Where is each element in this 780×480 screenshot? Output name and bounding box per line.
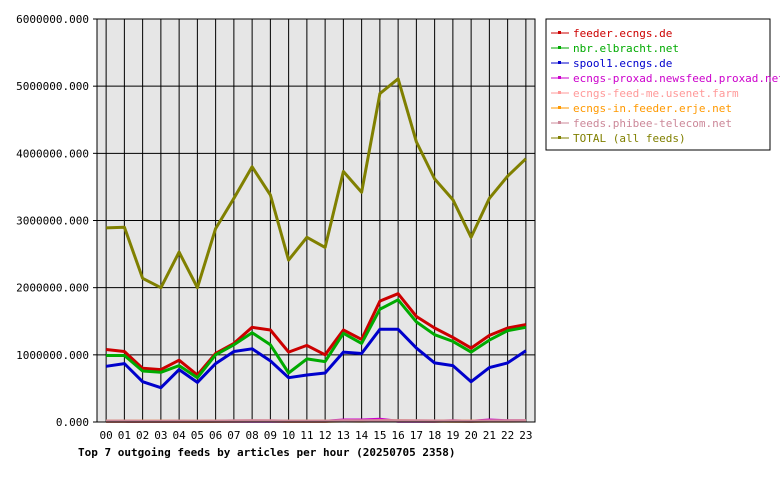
legend-marker — [558, 61, 561, 64]
legend-marker — [558, 46, 561, 49]
series-line-1 — [106, 298, 527, 380]
legend-marker — [558, 76, 561, 79]
legend-box — [545, 18, 771, 151]
legend-label: spool1.ecngs.de — [573, 57, 672, 70]
x-tick-label: 15 — [373, 429, 386, 442]
y-tick-label: 3000000.000 — [16, 215, 89, 228]
x-tick-label: 08 — [246, 429, 259, 442]
x-tick-label: 12 — [319, 429, 332, 442]
legend: feeder.ecngs.de nbr.elbracht.net spool1.ec… — [545, 18, 780, 151]
y-axis-ticks: 0.000 1000000.000 2000000.000 3000000.000 40… — [16, 13, 97, 429]
legend-marker — [558, 136, 561, 139]
plot-border — [96, 18, 536, 423]
legend-label: nbr.elbracht.net — [573, 42, 679, 55]
legend-label: feeder.ecngs.de — [573, 27, 672, 40]
y-tick-label: 0.000 — [56, 416, 89, 429]
legend-marker — [558, 106, 561, 109]
x-tick-label: 23 — [519, 429, 532, 442]
series-line-7 — [106, 77, 527, 290]
x-tick-label: 05 — [191, 429, 204, 442]
legend-label: ecngs-in.feeder.erje.net — [573, 102, 732, 115]
series-line-0 — [105, 292, 527, 377]
x-tick-label: 07 — [227, 429, 240, 442]
x-tick-label: 16 — [392, 429, 405, 442]
legend-label: ecngs-proxad.newsfeed.proxad.net — [573, 72, 780, 85]
legend-marker — [558, 91, 561, 94]
x-tick-label: 02 — [136, 429, 149, 442]
legend-label: feeds.phibee-telecom.net — [573, 117, 732, 130]
x-tick-label: 00 — [100, 429, 113, 442]
x-tick-label: 18 — [428, 429, 441, 442]
x-tick-label: 04 — [173, 429, 187, 442]
x-tick-label: 19 — [446, 429, 459, 442]
y-tick-label: 5000000.000 — [16, 80, 89, 93]
x-tick-label: 20 — [465, 429, 478, 442]
x-axis-ticks: 00 01 02 03 04 05 06 07 08 09 10 11 12 13 14 15 16 17 18 19… — [100, 429, 533, 442]
y-tick-label: 2000000.000 — [16, 282, 89, 295]
legend-label: ecngs-feed-me.usenet.farm — [573, 87, 739, 100]
x-tick-label: 22 — [501, 429, 514, 442]
y-tick-label: 1000000.000 — [16, 349, 89, 362]
x-tick-label: 13 — [337, 429, 350, 442]
x-tick-label: 17 — [410, 429, 423, 442]
series-line-2 — [105, 327, 527, 390]
legend-marker — [558, 31, 561, 34]
x-tick-label: 10 — [282, 429, 295, 442]
series-lines — [105, 77, 527, 423]
legend-marker — [558, 121, 561, 124]
x-tick-label: 01 — [118, 429, 131, 442]
x-tick-label: 03 — [154, 429, 167, 442]
x-tick-label: 06 — [209, 429, 222, 442]
x-tick-label: 14 — [355, 429, 369, 442]
x-tick-label: 21 — [483, 429, 496, 442]
y-tick-label: 6000000.000 — [16, 13, 89, 26]
x-tick-label: 11 — [300, 429, 313, 442]
x-tick-label: 09 — [264, 429, 277, 442]
chart-title: Top 7 outgoing feeds by articles per hou… — [78, 446, 456, 459]
series-line-6 — [106, 419, 526, 423]
y-tick-label: 4000000.000 — [16, 147, 89, 160]
legend-label: TOTAL (all feeds) — [573, 132, 686, 145]
